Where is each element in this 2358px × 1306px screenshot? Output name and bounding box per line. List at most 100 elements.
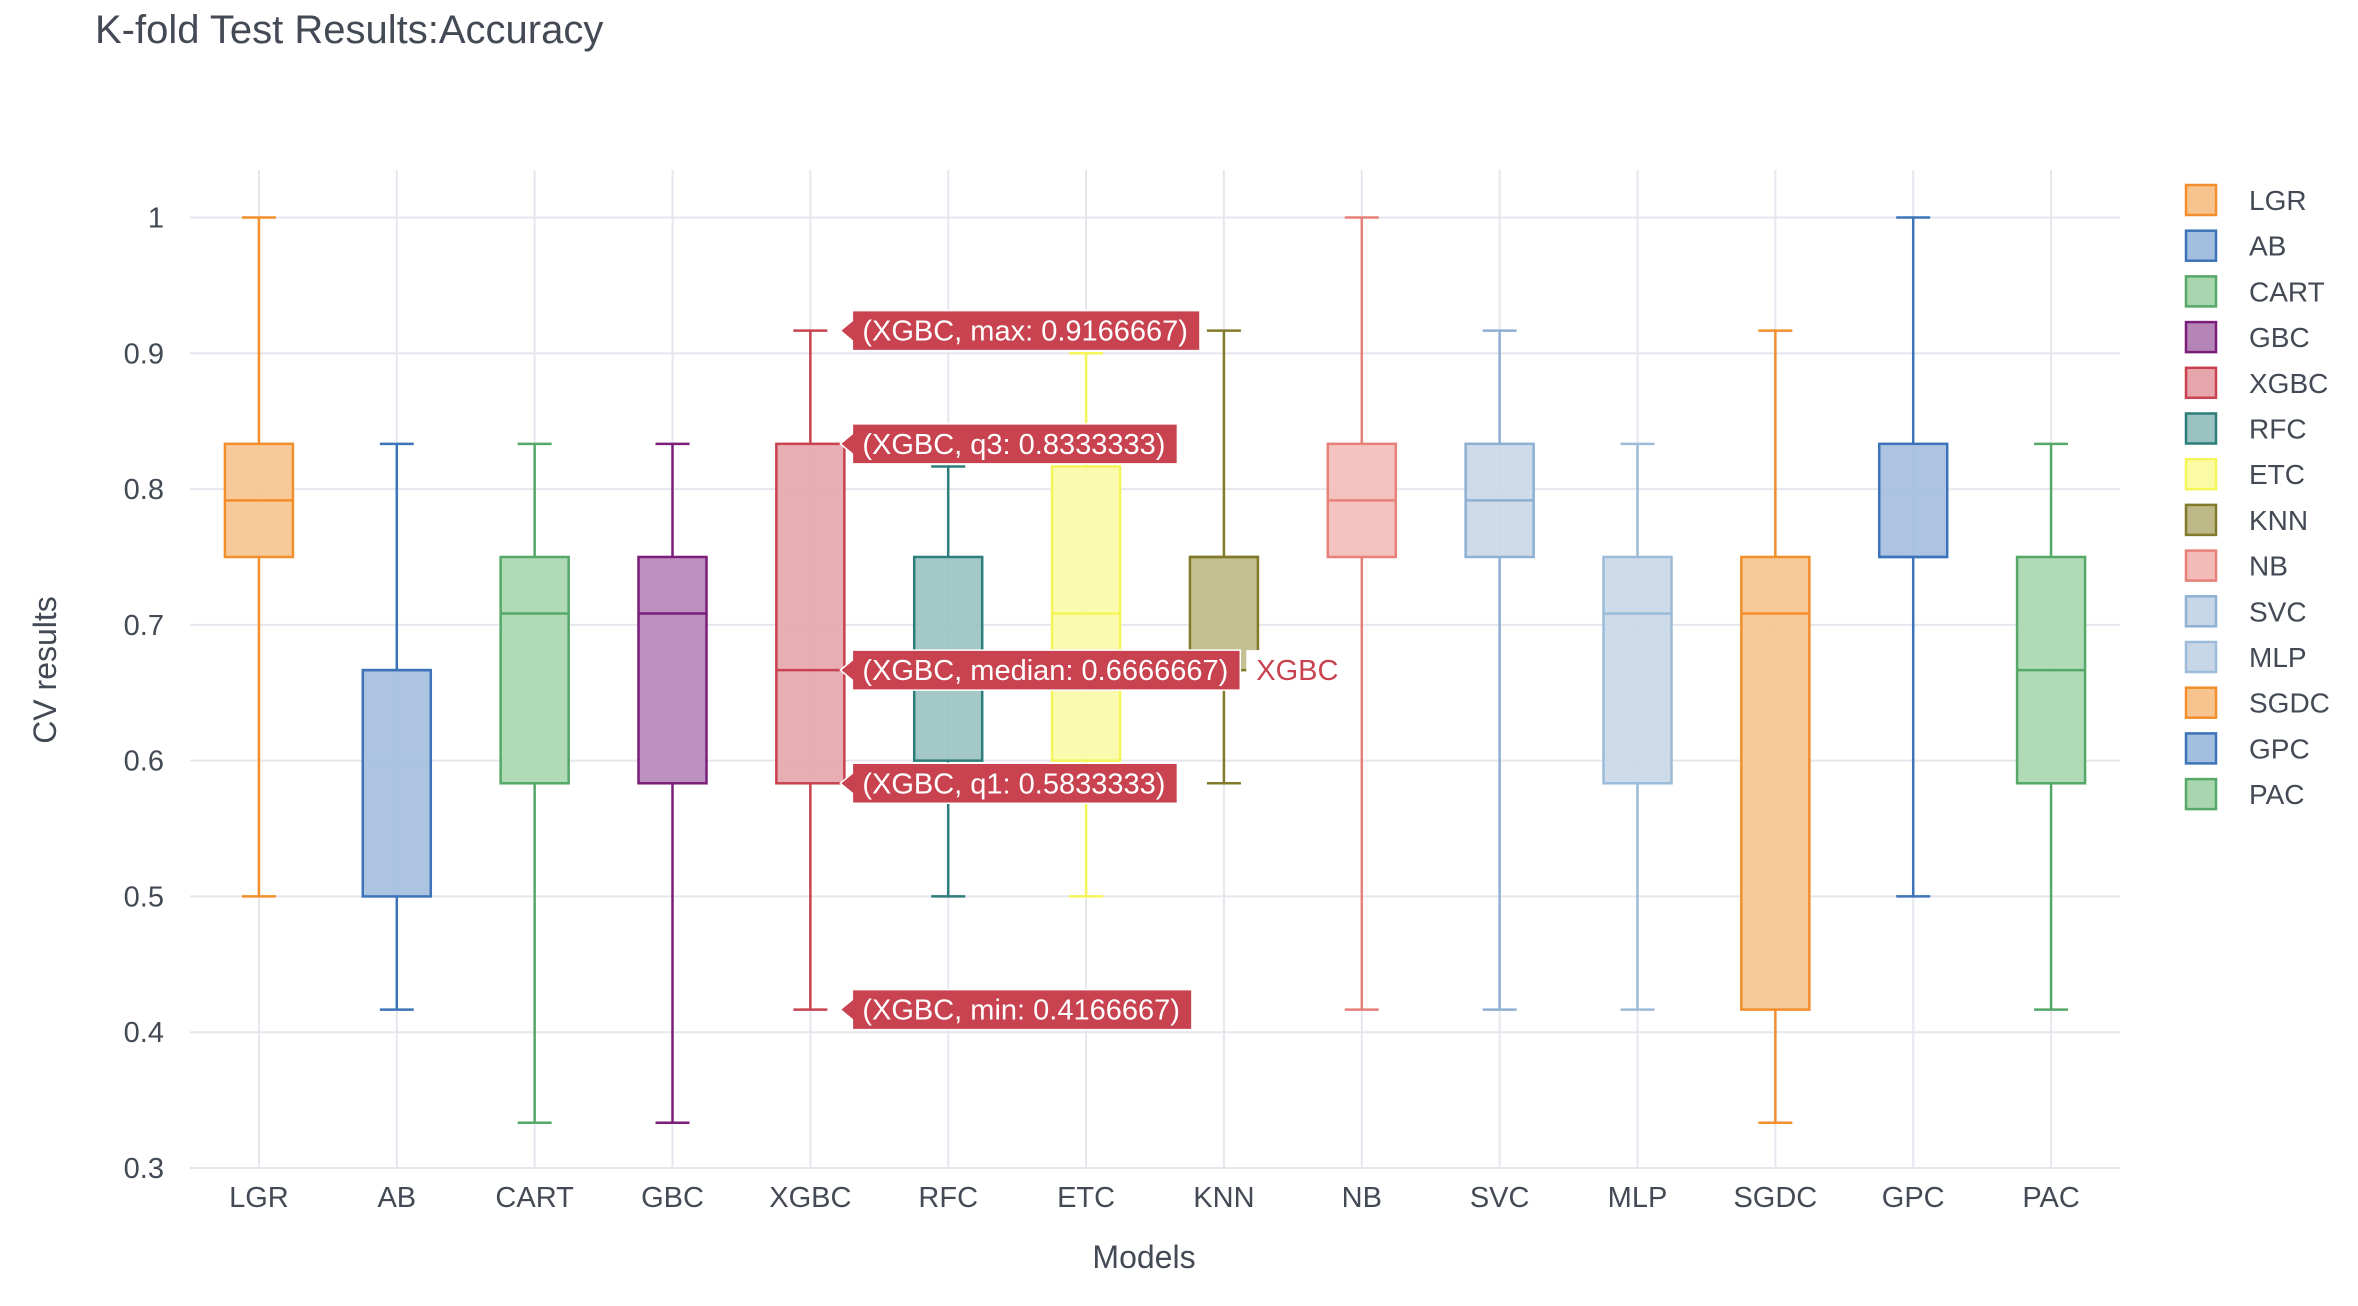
legend-item-ab: AB <box>2184 229 2286 262</box>
x-tick-label: RFC <box>918 1182 978 1214</box>
y-tick-label: 0.9 <box>124 338 164 370</box>
x-tick-label: NB <box>1342 1182 1382 1214</box>
legend-swatch <box>2184 229 2218 262</box>
hover-trace-box <box>1246 650 1355 691</box>
legend-label: GPC <box>2249 733 2310 764</box>
box-xgbc <box>775 329 846 1011</box>
legend-swatch <box>2184 412 2218 445</box>
hover-label-box <box>839 309 1201 352</box>
box-gbc <box>637 442 708 1124</box>
box-gpc <box>1877 216 1949 898</box>
box-lgr <box>223 216 295 898</box>
hover-label-box <box>839 423 1179 465</box>
hover-label-text: (XGBC, q3: 0.8333333) <box>862 429 1165 461</box>
x-ticks: LGR AB CART GBC XGBC RFC ETC KNN NB SVC MLP SGDC GPC… <box>229 1182 2080 1214</box>
legend-label: ETC <box>2249 459 2305 490</box>
legend-label: CART <box>2249 276 2325 307</box>
legend-swatch <box>2184 503 2218 537</box>
legend-swatch <box>2184 777 2218 811</box>
hover-label-text: (XGBC, min: 0.4166667) <box>862 995 1180 1027</box>
box-knn <box>1188 329 1260 785</box>
box-body <box>1877 442 1949 559</box>
box-body <box>499 555 570 785</box>
box-body <box>1602 555 1673 785</box>
x-tick-label: MLP <box>1608 1182 1668 1214</box>
legend-swatch <box>2184 732 2218 765</box>
box-nb <box>1326 216 1398 1011</box>
box-mlp <box>1602 442 1673 1011</box>
hover-labels: (XGBC, max: 0.9166667) (XGBC, q3: 0.83333… <box>839 309 1355 1031</box>
legend-label: SVC <box>2249 596 2307 627</box>
y-tick-label: 1 <box>148 203 164 235</box>
legend-label: RFC <box>2249 414 2307 445</box>
legend-swatch <box>2184 595 2218 628</box>
legend-label: AB <box>2249 231 2286 262</box>
y-tick-label: 0.7 <box>124 610 164 642</box>
chart-title: K-fold Test Results:Accuracy <box>95 8 603 52</box>
legend: LGR AB CART GBC XGBC RFC ETC KNN NB SVC MLP SGDC GPC… <box>2184 183 2330 811</box>
legend-swatch <box>2184 275 2218 308</box>
legend-item-knn: KNN <box>2184 503 2308 537</box>
legend-item-rfc: RFC <box>2184 412 2307 445</box>
box-sgdc <box>1740 329 1811 1124</box>
x-tick-label: KNN <box>1193 1182 1254 1214</box>
legend-item-nb: NB <box>2184 549 2288 582</box>
box-cart <box>499 442 570 1124</box>
legend-item-svc: SVC <box>2184 595 2307 628</box>
boxes <box>223 216 2087 1124</box>
legend-swatch <box>2184 686 2218 719</box>
x-tick-label: CART <box>495 1182 574 1214</box>
legend-item-xgbc: XGBC <box>2184 366 2328 400</box>
hover-label-median: (XGBC, median: 0.6666667) XGBC <box>839 649 1355 691</box>
legend-swatch <box>2184 549 2218 582</box>
hover-label-text: (XGBC, max: 0.9166667) <box>862 316 1188 348</box>
legend-label: GBC <box>2249 322 2310 353</box>
hover-label-box <box>839 988 1193 1031</box>
box-svc <box>1464 329 1535 1011</box>
legend-item-gpc: GPC <box>2184 732 2310 765</box>
hover-label-box <box>839 649 1242 691</box>
legend-label: KNN <box>2249 505 2308 536</box>
box-body <box>1740 555 1811 1011</box>
y-tick-label: 0.4 <box>124 1017 164 1049</box>
box-ab <box>361 442 433 1011</box>
legend-item-gbc: GBC <box>2184 320 2310 354</box>
y-tick-label: 0.6 <box>124 746 164 778</box>
hover-label-max: (XGBC, max: 0.9166667) <box>839 309 1201 352</box>
legend-item-mlp: MLP <box>2184 640 2307 674</box>
hover-label-q1: (XGBC, q1: 0.5833333) <box>839 762 1179 805</box>
legend-label: MLP <box>2249 642 2307 673</box>
x-tick-label: ETC <box>1057 1182 1115 1214</box>
box-body <box>361 668 433 898</box>
box-pac <box>2015 442 2087 1011</box>
x-tick-label: XGBC <box>769 1182 851 1214</box>
hover-label-q3: (XGBC, q3: 0.8333333) <box>839 423 1179 465</box>
x-tick-label: SGDC <box>1733 1182 1817 1214</box>
y-axis-title: CV results <box>27 596 63 744</box>
legend-item-pac: PAC <box>2184 777 2305 811</box>
legend-swatch <box>2184 457 2218 491</box>
legend-label: PAC <box>2249 779 2305 810</box>
x-axis-title: Models <box>1092 1239 1195 1275</box>
hover-label-text: (XGBC, median: 0.6666667) <box>862 655 1228 687</box>
legend-swatch <box>2184 183 2218 217</box>
x-tick-label: LGR <box>229 1182 289 1214</box>
hover-label-text: (XGBC, q1: 0.5833333) <box>862 768 1165 800</box>
legend-item-sgdc: SGDC <box>2184 686 2330 719</box>
legend-label: SGDC <box>2249 688 2330 719</box>
box-etc <box>1050 352 1122 898</box>
legend-item-etc: ETC <box>2184 457 2305 491</box>
y-ticks: 0.3 0.4 0.5 0.6 0.7 0.8 0.9 1 <box>124 203 164 1185</box>
legend-swatch <box>2184 320 2218 354</box>
y-tick-label: 0.3 <box>124 1153 164 1185</box>
y-tick-label: 0.5 <box>124 881 164 913</box>
y-tick-label: 0.8 <box>124 474 164 506</box>
box-body <box>637 555 708 785</box>
x-tick-label: AB <box>377 1182 416 1214</box>
box-body <box>775 442 846 785</box>
legend-item-cart: CART <box>2184 275 2325 308</box>
legend-item-lgr: LGR <box>2184 183 2307 217</box>
x-tick-label: GPC <box>1882 1182 1945 1214</box>
legend-label: NB <box>2249 551 2288 582</box>
